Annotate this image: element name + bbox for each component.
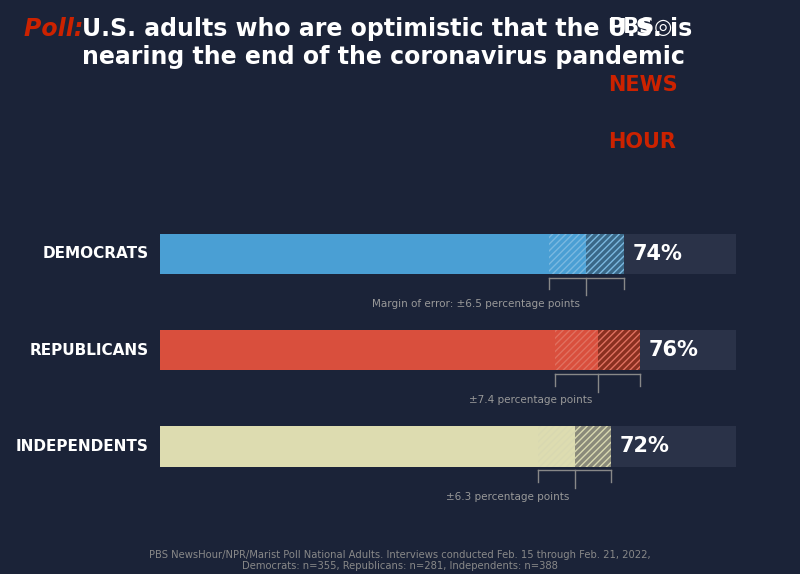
Text: DEMOCRATS: DEMOCRATS xyxy=(42,246,149,261)
Text: HOUR: HOUR xyxy=(608,132,676,152)
Text: PBS◎: PBS◎ xyxy=(608,17,672,37)
Text: 76%: 76% xyxy=(649,340,699,360)
Bar xyxy=(624,234,736,274)
Text: ±6.3 percentage points: ±6.3 percentage points xyxy=(446,492,569,502)
Bar xyxy=(574,426,611,467)
Bar xyxy=(549,234,586,274)
Bar xyxy=(574,426,611,467)
Bar xyxy=(538,426,574,467)
Bar xyxy=(160,234,549,274)
Bar xyxy=(611,426,736,467)
Bar xyxy=(538,426,574,467)
Bar xyxy=(555,330,598,370)
Bar xyxy=(555,330,598,370)
Bar xyxy=(160,426,538,467)
Bar xyxy=(549,234,586,274)
Bar xyxy=(598,330,640,370)
Bar xyxy=(160,330,555,370)
Bar xyxy=(640,330,736,370)
Text: 72%: 72% xyxy=(620,436,670,456)
Bar xyxy=(598,330,640,370)
Text: PBS NewsHour/NPR/Marist Poll National Adults. Interviews conducted Feb. 15 throu: PBS NewsHour/NPR/Marist Poll National Ad… xyxy=(149,549,651,571)
Text: 74%: 74% xyxy=(632,244,682,264)
Text: Margin of error: ±6.5 percentage points: Margin of error: ±6.5 percentage points xyxy=(373,299,581,309)
Text: ±7.4 percentage points: ±7.4 percentage points xyxy=(469,395,592,405)
Text: U.S. adults who are optimistic that the U.S. is
nearing the end of the coronavir: U.S. adults who are optimistic that the … xyxy=(82,17,693,69)
Text: INDEPENDENTS: INDEPENDENTS xyxy=(16,439,149,454)
Text: Poll:: Poll: xyxy=(24,17,92,41)
Bar xyxy=(586,234,624,274)
Text: NEWS: NEWS xyxy=(608,75,678,95)
Text: REPUBLICANS: REPUBLICANS xyxy=(30,343,149,358)
Bar xyxy=(586,234,624,274)
